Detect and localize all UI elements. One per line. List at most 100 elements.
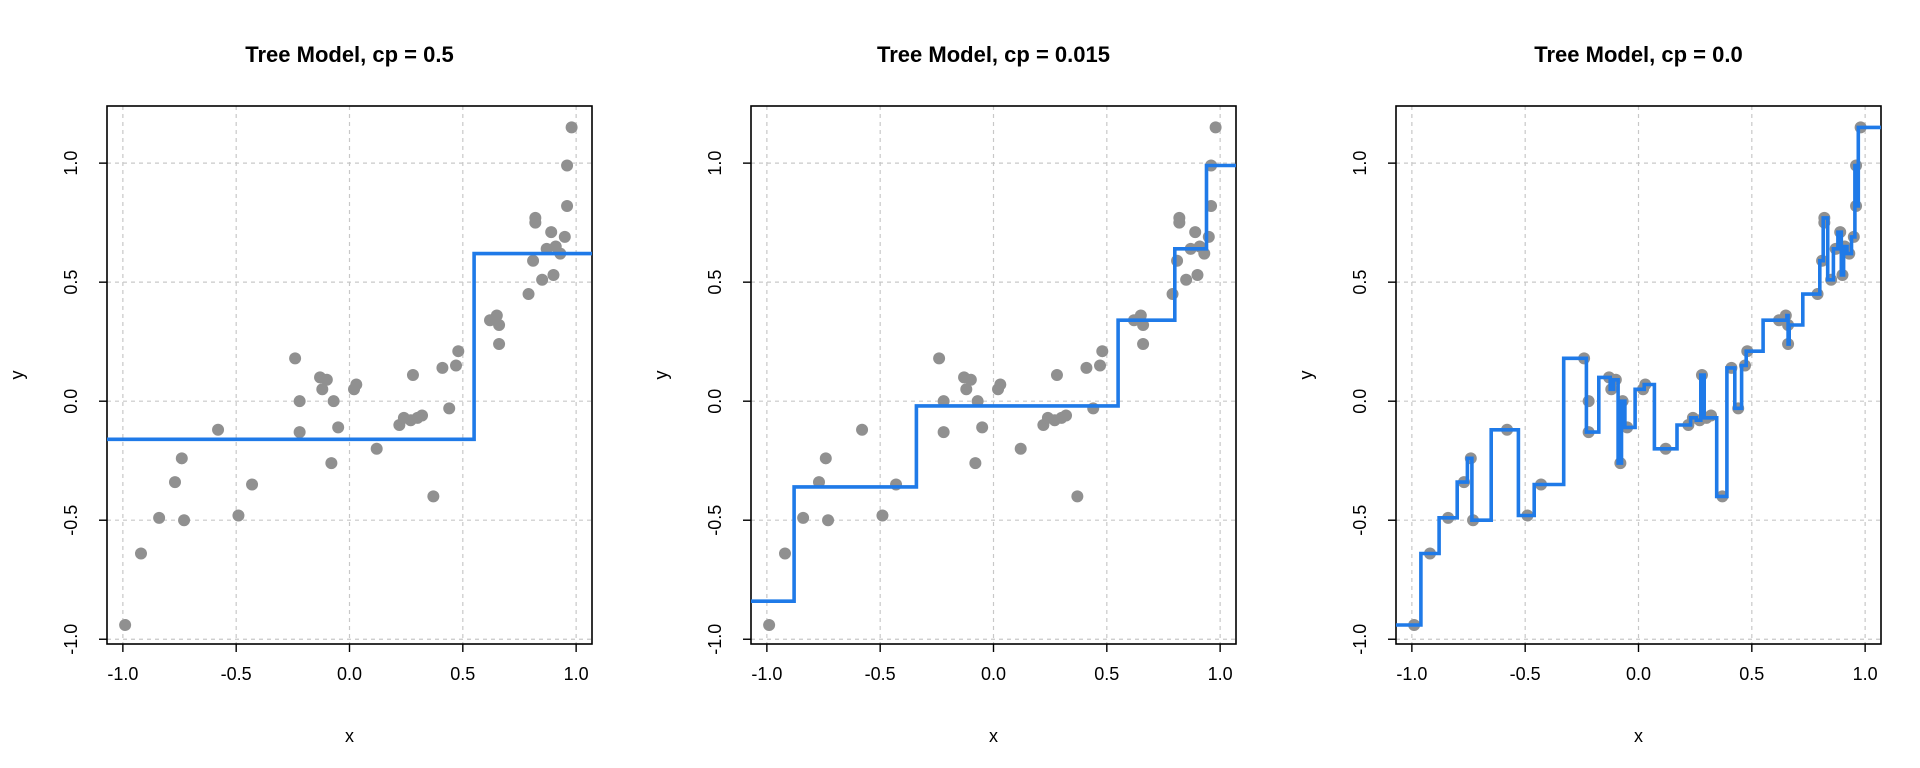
data-point (1166, 288, 1179, 301)
data-point (763, 618, 776, 631)
x-tick-label: 1.0 (1208, 664, 1233, 684)
data-point (547, 269, 560, 282)
data-point (960, 383, 973, 396)
x-tick-label: 0.5 (1094, 664, 1119, 684)
data-point (332, 421, 345, 434)
data-point (976, 421, 989, 434)
data-point (1050, 369, 1063, 381)
data-point (1060, 409, 1073, 422)
y-tick-label: -1.0 (1350, 624, 1370, 655)
data-point (969, 457, 982, 470)
x-tick-label: 0.0 (337, 664, 362, 684)
data-point (1173, 216, 1186, 229)
y-tick-label: 0.0 (61, 389, 81, 414)
x-tick-label: -1.0 (751, 664, 782, 684)
x-axis-label: x (345, 726, 354, 746)
x-tick-label: 0.0 (1626, 664, 1651, 684)
data-point (119, 618, 132, 631)
y-tick-label: 0.0 (705, 389, 725, 414)
data-point (797, 511, 810, 524)
data-point (490, 309, 503, 322)
data-point (153, 511, 166, 524)
y-axis-label: y (7, 371, 27, 380)
data-point (933, 352, 946, 365)
chart-panel-3: -1.0 -0.5 0.0 0.5 1.0 -1.0 -0.5 0.0 0.5 1.0 Tree M… (1296, 42, 1882, 746)
x-axis-label: x (989, 726, 998, 746)
data-point (1080, 361, 1093, 374)
data-point (1582, 395, 1595, 408)
data-point (522, 288, 535, 301)
data-point (1071, 490, 1084, 503)
data-point (168, 476, 181, 489)
data-point (320, 373, 333, 386)
data-point (819, 452, 832, 465)
data-point (1202, 230, 1215, 243)
data-point (289, 352, 302, 365)
tree-fit-line (751, 163, 1236, 603)
y-tick-label: 0.5 (705, 270, 725, 295)
data-point (561, 159, 574, 172)
data-point (452, 345, 465, 358)
data-point (937, 426, 950, 439)
data-point (232, 509, 245, 522)
data-point (1137, 319, 1150, 332)
tree-fit-line (107, 251, 592, 442)
y-tick-label: 1.0 (61, 151, 81, 176)
x-tick-label: -0.5 (865, 664, 896, 684)
data-point (436, 361, 449, 374)
x-tick-label: 0.0 (981, 664, 1006, 684)
data-point (370, 442, 383, 455)
data-point (350, 378, 363, 391)
data-point (558, 230, 571, 243)
data-point (1094, 359, 1107, 372)
data-point (450, 359, 463, 372)
data-point (327, 395, 340, 408)
data-point (178, 514, 191, 527)
y-tick-label: 0.5 (1350, 270, 1370, 295)
data-point (822, 514, 835, 527)
x-tick-label: 1.0 (564, 664, 589, 684)
data-point (1180, 273, 1193, 286)
data-point (416, 409, 429, 422)
chart-panel-1: -1.0 -0.5 0.0 0.5 1.0 -1.0 -0.5 0.0 0.5 1.0 Tree M… (7, 42, 593, 746)
y-tick-label: -0.5 (61, 505, 81, 536)
y-axis-label: y (651, 371, 671, 380)
data-point (1137, 338, 1150, 351)
y-tick-label: 0.0 (1350, 389, 1370, 414)
x-tick-label: 0.5 (1739, 664, 1764, 684)
data-point (1189, 226, 1202, 239)
data-point (1096, 345, 1109, 358)
data-point (406, 369, 419, 381)
data-point (1171, 254, 1184, 267)
data-point (246, 478, 259, 491)
data-point (876, 509, 889, 522)
x-tick-label: -1.0 (1396, 664, 1427, 684)
data-point (293, 426, 306, 439)
chart-title: Tree Model, cp = 0.015 (877, 42, 1110, 67)
data-point (545, 226, 558, 239)
data-point (527, 254, 540, 267)
data-point (565, 121, 578, 134)
data-point (561, 199, 574, 212)
x-tick-label: 0.5 (450, 664, 475, 684)
chart-panel-2: -1.0 -0.5 0.0 0.5 1.0 -1.0 -0.5 0.0 0.5 1.0 Tree M… (651, 42, 1237, 746)
data-point (1191, 269, 1204, 282)
data-point (1209, 121, 1222, 134)
y-tick-label: -1.0 (61, 624, 81, 655)
x-tick-label: -0.5 (1510, 664, 1541, 684)
y-tick-label: -1.0 (705, 624, 725, 655)
y-tick-label: -0.5 (705, 505, 725, 536)
x-tick-label: -1.0 (107, 664, 138, 684)
data-point (1014, 442, 1027, 455)
data-point (529, 216, 542, 229)
y-axis-label: y (1296, 371, 1316, 380)
data-point (443, 402, 456, 415)
data-point (493, 338, 506, 351)
chart-title: Tree Model, cp = 0.5 (245, 42, 453, 67)
data-point (778, 547, 791, 560)
data-point (427, 490, 440, 503)
data-point (856, 423, 869, 436)
data-point (293, 395, 306, 408)
chart-title: Tree Model, cp = 0.0 (1534, 42, 1742, 67)
y-tick-label: 1.0 (705, 151, 725, 176)
